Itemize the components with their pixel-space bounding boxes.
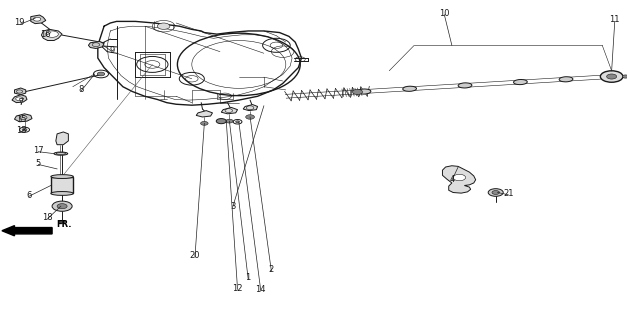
Text: 7: 7 (19, 98, 24, 107)
Ellipse shape (559, 77, 573, 82)
Circle shape (16, 97, 23, 101)
Polygon shape (196, 111, 212, 117)
Circle shape (33, 17, 41, 21)
Text: 20: 20 (190, 251, 200, 260)
Text: 17: 17 (33, 146, 43, 155)
Ellipse shape (403, 86, 416, 91)
Text: 4: 4 (449, 175, 455, 184)
Ellipse shape (514, 79, 528, 84)
Circle shape (488, 189, 503, 196)
Circle shape (22, 128, 27, 131)
Text: 13: 13 (16, 126, 26, 135)
Text: 11: 11 (610, 15, 620, 24)
Polygon shape (89, 42, 104, 49)
Text: 18: 18 (42, 213, 53, 222)
Text: 6: 6 (26, 190, 31, 200)
Text: 8: 8 (78, 85, 84, 94)
Circle shape (246, 115, 254, 119)
Bar (51, 177, 73, 194)
Circle shape (453, 174, 465, 181)
Polygon shape (14, 88, 26, 95)
Polygon shape (443, 166, 475, 193)
Ellipse shape (51, 175, 73, 179)
Ellipse shape (357, 89, 371, 94)
Text: 21: 21 (503, 189, 514, 198)
Polygon shape (12, 95, 27, 103)
Text: 10: 10 (439, 9, 450, 18)
Text: 5: 5 (36, 159, 41, 168)
Circle shape (59, 220, 65, 223)
Circle shape (216, 119, 226, 124)
Ellipse shape (51, 192, 73, 196)
Polygon shape (14, 114, 32, 122)
Text: 1: 1 (246, 273, 251, 282)
Text: 2: 2 (269, 265, 274, 275)
Polygon shape (31, 15, 46, 24)
Ellipse shape (54, 152, 68, 155)
Text: 15: 15 (16, 115, 26, 124)
Text: 14: 14 (256, 284, 266, 293)
Circle shape (607, 74, 617, 79)
Text: 3: 3 (230, 202, 236, 211)
Circle shape (200, 122, 208, 125)
Circle shape (97, 72, 105, 76)
Circle shape (57, 204, 67, 209)
Circle shape (600, 71, 623, 82)
Circle shape (236, 121, 239, 123)
Text: 9: 9 (110, 45, 115, 55)
Polygon shape (56, 132, 68, 145)
Ellipse shape (458, 83, 472, 88)
Circle shape (492, 191, 499, 195)
Text: 12: 12 (232, 284, 243, 292)
Circle shape (158, 23, 170, 29)
Text: 19: 19 (14, 19, 24, 28)
Polygon shape (41, 29, 62, 41)
Circle shape (52, 201, 72, 211)
Circle shape (622, 75, 628, 78)
FancyArrow shape (2, 226, 52, 236)
Text: FR.: FR. (56, 220, 72, 229)
Circle shape (46, 31, 58, 37)
Text: 16: 16 (40, 30, 51, 39)
Circle shape (352, 89, 362, 94)
Circle shape (225, 119, 233, 123)
Polygon shape (221, 108, 237, 114)
Polygon shape (243, 105, 257, 111)
